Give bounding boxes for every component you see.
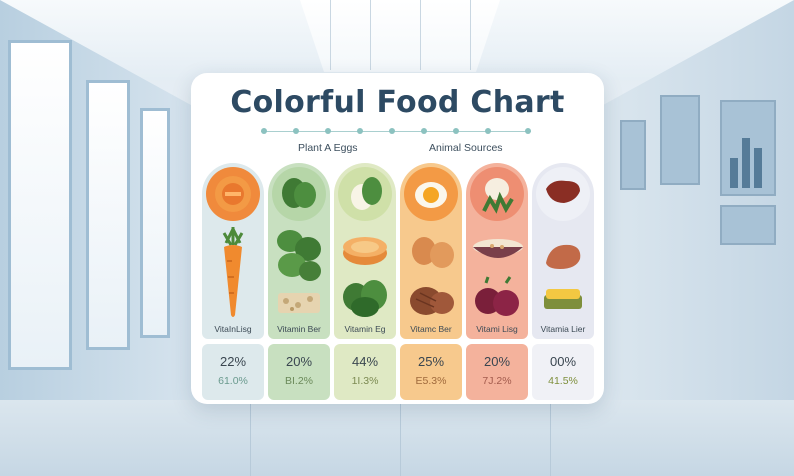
food-column-liver: Vitamia Lier (532, 163, 594, 339)
floor-line (400, 400, 401, 476)
spinach-icon (343, 280, 387, 317)
stat-box: 00% 41.5% (532, 344, 594, 400)
ceiling-line (470, 0, 471, 70)
stat-subvalue: 7J.2% (482, 375, 512, 387)
stat-percent: 44% (351, 354, 379, 369)
stat-subvalue: 1I.3% (351, 375, 379, 387)
egg-herb-icon (470, 167, 524, 221)
stat-percent: 25% (417, 354, 445, 369)
vitamin-label: Vitamc Ber (410, 324, 452, 334)
stat-subvalue: BI.2% (284, 375, 313, 387)
carrot-slice-icon (206, 167, 260, 221)
stat-percent: 22% (219, 354, 247, 369)
food-column-greens: Vitamin Eg (334, 163, 396, 339)
stat-subvalue: 61.0% (218, 375, 248, 387)
stat-subvalue: 41.5% (548, 375, 578, 387)
sweet-potato-icon (546, 244, 581, 269)
wall-screen (720, 100, 776, 196)
vitamin-label: Vitamin Ber (277, 324, 321, 334)
greens-icon (277, 230, 321, 281)
floor (0, 400, 794, 476)
title-divider (261, 128, 531, 136)
floor-line (550, 400, 551, 476)
food-column-spinach: Vitamin Ber (268, 163, 330, 339)
stat-subvalue: E5.3% (415, 375, 447, 387)
food-column-carrot: VitaInLisg (202, 163, 264, 339)
stat-percent: 00% (549, 354, 577, 369)
grain-bar-icon (278, 293, 320, 313)
boiled-egg-icon (404, 167, 458, 221)
beets-icon (475, 276, 519, 316)
ceiling-light (300, 0, 500, 72)
wall-screen (720, 205, 776, 245)
liver-icon (536, 167, 590, 221)
stat-percent: 20% (483, 354, 511, 369)
ceiling-line (420, 0, 421, 70)
window (8, 40, 72, 370)
stat-box: 20% BI.2% (268, 344, 330, 400)
stat-percent: 20% (285, 354, 313, 369)
meat-icon (410, 287, 454, 315)
chart-title: Colorful Food Chart (230, 85, 565, 120)
stat-box: 20% 7J.2% (466, 344, 528, 400)
spinach-leaf-icon (272, 167, 326, 221)
egg-greens-icon (338, 167, 392, 221)
window (86, 80, 130, 350)
window (140, 108, 170, 338)
bowl-icon (473, 239, 523, 258)
stat-box: 25% E5.3% (400, 344, 462, 400)
floor-line (250, 400, 251, 476)
vitamin-label: Vitamia Lier (540, 324, 586, 334)
stat-box: 44% 1I.3% (334, 344, 396, 400)
food-column-animal: Vitami Lisg (466, 163, 528, 339)
food-column-eggs: Vitamc Ber (400, 163, 462, 339)
cheese-dish-icon (544, 289, 582, 309)
eggs-icon (412, 237, 454, 268)
vitamin-label: Vitami Lisg (476, 324, 518, 334)
stat-box: 22% 61.0% (202, 344, 264, 400)
sliced-food-icon (343, 237, 387, 265)
wall-screen (620, 120, 646, 190)
ceiling-line (330, 0, 331, 70)
vitamin-label: VitaInLisg (214, 324, 252, 334)
vitamin-label: Vitamin Eg (344, 324, 386, 334)
animal-section-label: Animal Sources (429, 142, 503, 154)
wall-screen (660, 95, 700, 185)
carrot-icon (222, 227, 244, 317)
ceiling-line (370, 0, 371, 70)
plant-section-label: Plant A Eggs (298, 142, 358, 154)
food-chart-card: Colorful Food Chart Plant A Eggs Animal … (191, 73, 604, 404)
